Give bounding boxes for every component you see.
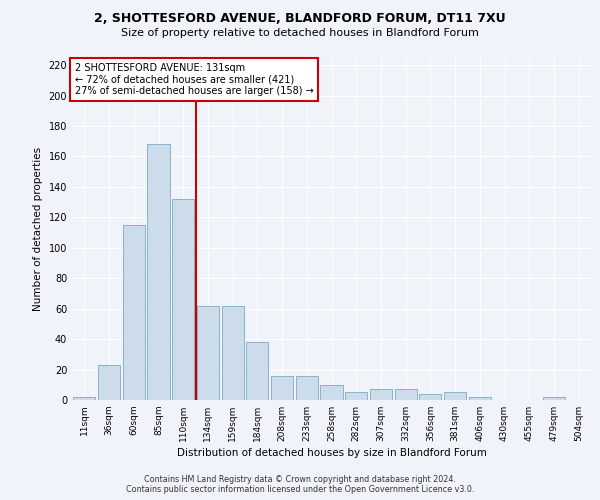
Bar bbox=[271, 376, 293, 400]
Bar bbox=[320, 385, 343, 400]
Bar bbox=[419, 394, 442, 400]
Bar bbox=[73, 397, 95, 400]
Bar bbox=[221, 306, 244, 400]
Bar bbox=[246, 342, 268, 400]
Bar bbox=[370, 390, 392, 400]
Bar bbox=[172, 199, 194, 400]
Text: 2, SHOTTESFORD AVENUE, BLANDFORD FORUM, DT11 7XU: 2, SHOTTESFORD AVENUE, BLANDFORD FORUM, … bbox=[94, 12, 506, 26]
Text: Size of property relative to detached houses in Blandford Forum: Size of property relative to detached ho… bbox=[121, 28, 479, 38]
Y-axis label: Number of detached properties: Number of detached properties bbox=[33, 146, 43, 311]
Bar bbox=[296, 376, 318, 400]
Bar bbox=[148, 144, 170, 400]
X-axis label: Distribution of detached houses by size in Blandford Forum: Distribution of detached houses by size … bbox=[176, 448, 487, 458]
Bar bbox=[122, 225, 145, 400]
Bar bbox=[345, 392, 367, 400]
Text: 2 SHOTTESFORD AVENUE: 131sqm
← 72% of detached houses are smaller (421)
27% of s: 2 SHOTTESFORD AVENUE: 131sqm ← 72% of de… bbox=[74, 62, 313, 96]
Bar bbox=[197, 306, 219, 400]
Bar bbox=[543, 397, 565, 400]
Bar bbox=[98, 365, 120, 400]
Bar bbox=[444, 392, 466, 400]
Bar bbox=[395, 390, 417, 400]
Text: Contains HM Land Registry data © Crown copyright and database right 2024.: Contains HM Land Registry data © Crown c… bbox=[144, 475, 456, 484]
Text: Contains public sector information licensed under the Open Government Licence v3: Contains public sector information licen… bbox=[126, 485, 474, 494]
Bar bbox=[469, 397, 491, 400]
